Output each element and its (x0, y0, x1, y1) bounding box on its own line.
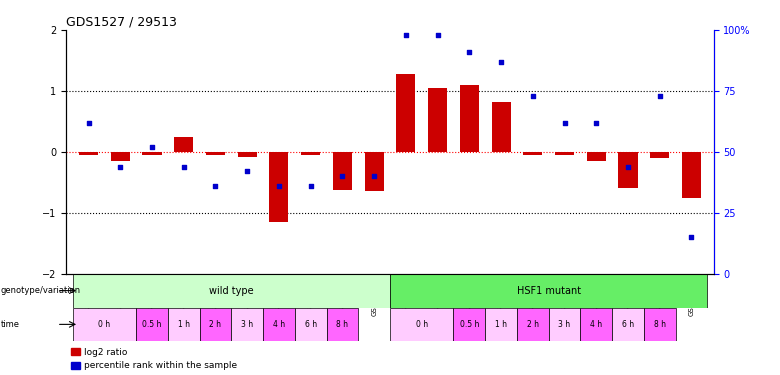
Text: 0.5 h: 0.5 h (459, 320, 479, 329)
Text: 1 h: 1 h (178, 320, 190, 329)
Bar (327, 308, 358, 341)
Point (590, 120, 602, 126)
Text: time: time (1, 320, 20, 329)
Text: 4 h: 4 h (273, 320, 285, 329)
Text: 8 h: 8 h (336, 320, 349, 329)
Text: 6 h: 6 h (305, 320, 317, 329)
Point (654, 93, 666, 99)
Point (146, 144, 158, 150)
Bar (587, 152, 606, 161)
Text: 8 h: 8 h (654, 320, 666, 329)
Text: 2 h: 2 h (526, 320, 539, 329)
Point (114, 164, 126, 170)
Bar (580, 308, 612, 341)
Text: genotype/variation: genotype/variation (1, 286, 81, 295)
Bar (682, 152, 701, 198)
Text: 2 h: 2 h (210, 320, 222, 329)
Point (178, 164, 190, 170)
Bar (73, 274, 390, 308)
Bar (136, 308, 168, 341)
Bar (390, 274, 707, 308)
Bar (143, 152, 161, 155)
Point (336, 173, 349, 179)
Bar (79, 152, 98, 155)
Text: HSF1 mutant: HSF1 mutant (516, 286, 581, 296)
Text: 3 h: 3 h (241, 320, 254, 329)
Bar (174, 136, 193, 152)
Text: 6 h: 6 h (622, 320, 634, 329)
Text: 0 h: 0 h (416, 320, 427, 329)
Text: 4 h: 4 h (590, 320, 602, 329)
Point (241, 168, 254, 174)
Bar (390, 308, 453, 341)
Bar (396, 74, 416, 152)
Bar (460, 85, 479, 152)
Bar (523, 152, 542, 155)
Point (463, 49, 476, 55)
Bar (491, 102, 511, 152)
Bar (485, 308, 517, 341)
Bar (651, 152, 669, 158)
Bar (548, 308, 580, 341)
Text: 3 h: 3 h (558, 320, 571, 329)
Bar (269, 152, 289, 222)
Bar (295, 308, 327, 341)
Bar (453, 308, 485, 341)
Bar (644, 308, 675, 341)
Point (304, 183, 317, 189)
Bar (517, 308, 548, 341)
Bar (428, 88, 447, 152)
Point (368, 173, 381, 179)
Bar (73, 308, 136, 341)
Bar (238, 152, 257, 157)
Bar (111, 152, 129, 161)
Bar (200, 308, 232, 341)
Bar (612, 308, 644, 341)
Bar (555, 152, 574, 155)
Bar (364, 152, 384, 192)
Text: 0 h: 0 h (98, 320, 111, 329)
Point (82, 120, 94, 126)
Text: 1 h: 1 h (495, 320, 507, 329)
Point (209, 183, 222, 189)
Bar (333, 152, 352, 190)
Text: 0.5 h: 0.5 h (142, 320, 161, 329)
Bar (263, 308, 295, 341)
Point (686, 234, 698, 240)
Point (399, 32, 412, 38)
Point (622, 164, 634, 170)
Bar (619, 152, 637, 188)
Point (495, 58, 507, 64)
Legend: log2 ratio, percentile rank within the sample: log2 ratio, percentile rank within the s… (71, 348, 237, 370)
Bar (232, 308, 263, 341)
Bar (301, 152, 320, 155)
Point (273, 183, 285, 189)
Point (558, 120, 571, 126)
Text: GDS1527 / 29513: GDS1527 / 29513 (66, 16, 177, 29)
Text: wild type: wild type (209, 286, 254, 296)
Bar (168, 308, 200, 341)
Point (431, 32, 444, 38)
Point (526, 93, 539, 99)
Bar (206, 152, 225, 155)
